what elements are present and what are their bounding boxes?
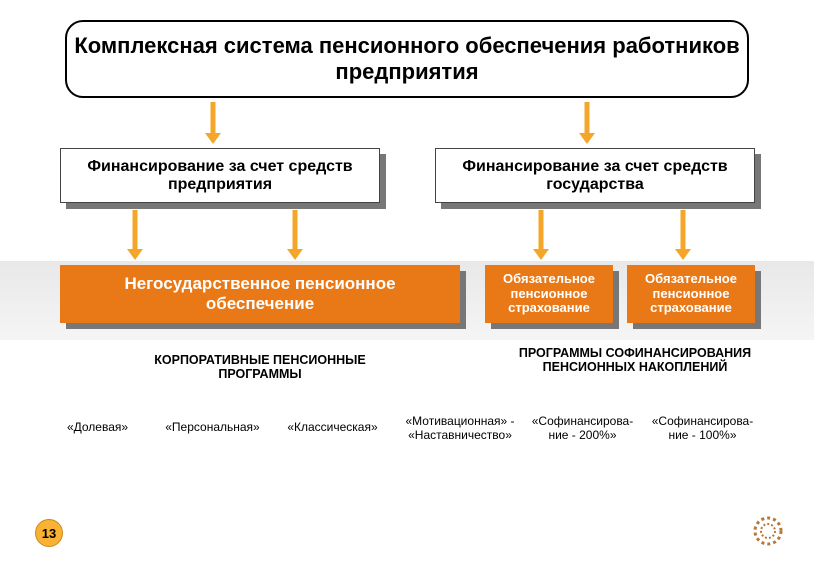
lvl2-left-text: Финансирование за счет средств предприят… (60, 148, 380, 203)
lvl2-left-box: Финансирование за счет средств предприят… (60, 148, 380, 203)
lvl3-b1-box: Обязательное пенсионное страхование (485, 265, 613, 323)
title-box: Комплексная система пенсионного обеспече… (65, 20, 749, 98)
leaf-5: «Софинансирова-ние - 200%» (525, 414, 640, 443)
title-text: Комплексная система пенсионного обеспече… (67, 33, 747, 86)
lvl3-b2-text: Обязательное пенсионное страхование (627, 265, 755, 323)
lvl2-right-box: Финансирование за счет средств государст… (435, 148, 755, 203)
logo-icon (750, 513, 786, 549)
diagram-frame: Комплексная система пенсионного обеспече… (35, 20, 779, 520)
page-number-badge: 13 (35, 519, 63, 547)
lvl3-b2-box: Обязательное пенсионное страхование (627, 265, 755, 323)
lvl3-b1-text: Обязательное пенсионное страхование (485, 265, 613, 323)
leaf-2: «Персональная» (160, 420, 265, 434)
page-number: 13 (42, 526, 56, 541)
leaf-1: «Долевая» (50, 420, 145, 434)
leaf-4: «Мотивационная» - «Наставничество» (400, 414, 520, 443)
lvl2-right-text: Финансирование за счет средств государст… (435, 148, 755, 203)
leaf-3: «Классическая» (280, 420, 385, 434)
section-right-label: ПРОГРАММЫ СОФИНАНСИРОВАНИЯ ПЕНСИОННЫХ НА… (505, 346, 765, 375)
section-left-label: КОРПОРАТИВНЫЕ ПЕНСИОННЫЕ ПРОГРАММЫ (125, 353, 395, 382)
lvl3-a-text: Негосударственное пенсионное обеспечение (60, 265, 460, 323)
leaf-6: «Софинансирова-ние - 100%» (645, 414, 760, 443)
lvl3-a-box: Негосударственное пенсионное обеспечение (60, 265, 460, 323)
